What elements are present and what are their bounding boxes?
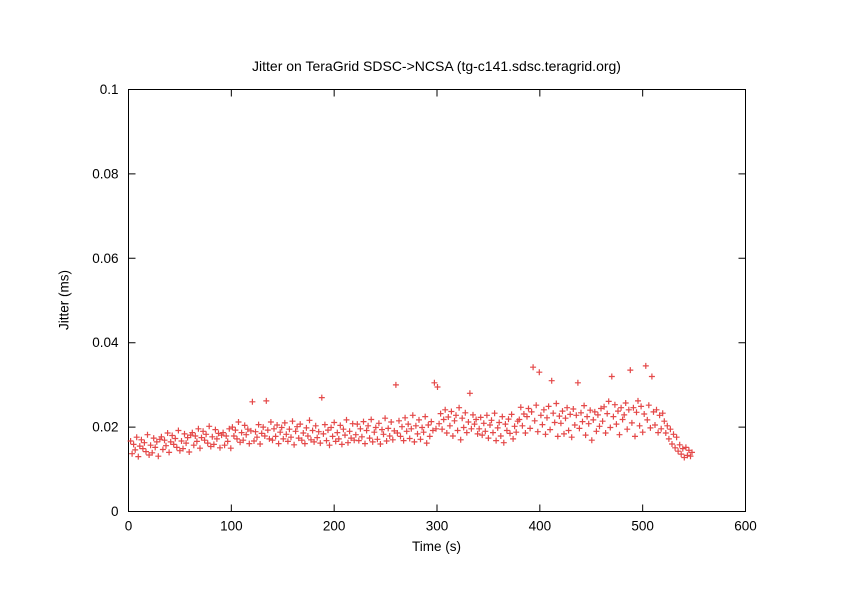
y-tick-label: 0.04 <box>92 335 119 350</box>
y-tick-label: 0.06 <box>92 251 118 266</box>
x-tick-label: 300 <box>426 519 449 534</box>
chart-title: Jitter on TeraGrid SDSC->NCSA (tg-c141.s… <box>252 58 621 74</box>
x-tick-label: 200 <box>323 519 346 534</box>
axis-ticks <box>128 89 746 512</box>
x-tick-label: 500 <box>631 519 654 534</box>
x-tick-label: 0 <box>125 519 133 534</box>
x-tick-label: 100 <box>220 519 243 534</box>
x-tick-label: 600 <box>734 519 757 534</box>
y-tick-label: 0.08 <box>92 166 118 181</box>
scatter-points <box>127 362 695 461</box>
x-tick-label: 400 <box>529 519 552 534</box>
y-tick-label: 0.02 <box>92 420 118 435</box>
x-axis-label: Time (s) <box>412 539 461 554</box>
y-tick-label: 0.1 <box>100 82 119 97</box>
y-tick-label: 0 <box>111 504 119 519</box>
